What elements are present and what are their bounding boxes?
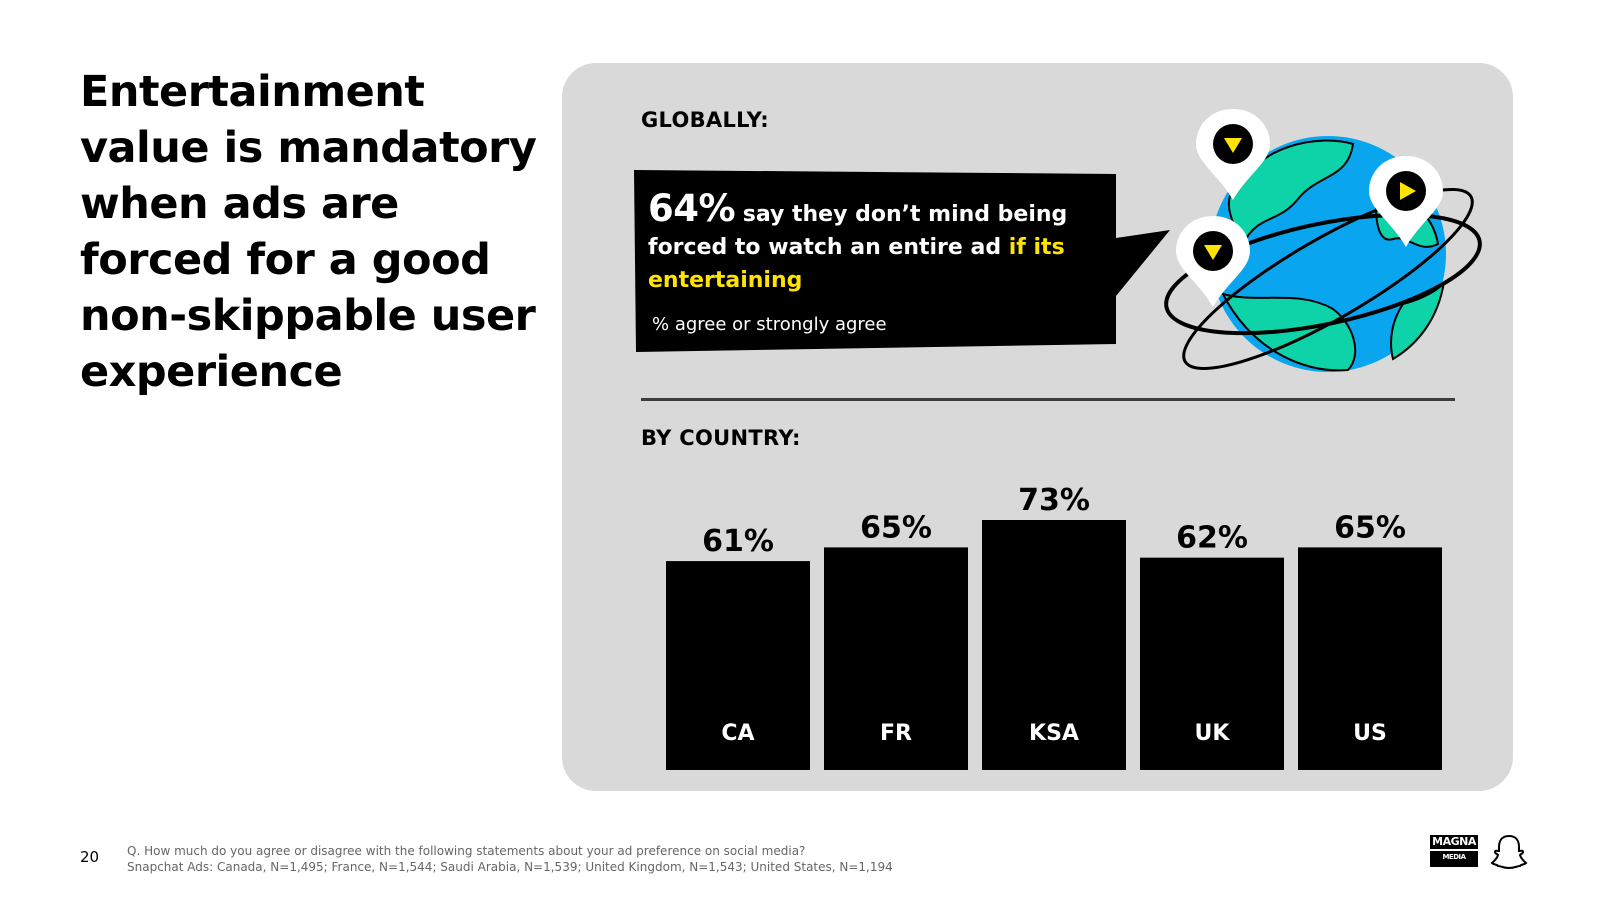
callout-text-highlight: if its entertaining [648,235,1065,293]
bar-value-label: 65% [860,510,932,545]
bar-category-label: FR [880,721,912,746]
play-icon [1204,245,1222,260]
snapchat-ghost-icon [1490,834,1528,870]
bar-uk [1140,557,1284,770]
page-number: 20 [80,848,100,866]
globe-land [1390,281,1445,361]
globe-orbit [1182,188,1474,370]
callout-subtext: % agree or strongly agree [652,314,887,335]
location-pin-icon [1369,156,1443,247]
location-pin-icon [1196,109,1270,200]
bar-category-label: US [1353,721,1387,746]
magna-logo-text: MAGNA [1432,835,1476,848]
section-divider [641,398,1455,401]
bar-category-label: UK [1195,721,1231,746]
bar-value-label: 61% [702,524,774,559]
callout-text-plain: say they don’t mind being forced to watc… [648,202,1068,260]
bar-value-label: 62% [1176,521,1248,556]
bar-ca [666,561,810,770]
bar-us [1298,547,1442,770]
play-icon [1400,182,1416,200]
location-pin-icon [1176,216,1250,307]
bar-ksa [982,520,1126,770]
bar-category-label: KSA [1029,721,1079,746]
play-icon [1224,138,1242,153]
footnote: Q. How much do you agree or disagree wit… [127,843,893,875]
callout-stat: 64% [648,187,736,230]
globally-label: GLOBALLY: [641,108,769,132]
magna-logo: MAGNA MEDIA TRIALS [1430,835,1478,874]
bar-value-label: 73% [1018,483,1090,518]
callout-text: 64% say they don’t mind being forced to … [648,190,1088,297]
country-bar-chart: CA 61% FR 65% KSA 73% UK 62% US 65% [666,483,1442,770]
footnote-question: Q. How much do you agree or disagree wit… [127,844,806,858]
by-country-label: BY COUNTRY: [641,426,801,450]
footnote-sample: Snapchat Ads: Canada, N=1,495; France, N… [127,860,893,874]
globe-icon [1164,109,1482,372]
slide-headline: Entertainment value is mandatory when ad… [80,67,537,397]
magna-logo-subtext: MEDIA TRIALS [1430,849,1478,877]
callout-bubble [632,168,1172,358]
bar-value-label: 65% [1334,510,1406,545]
bar-category-label: CA [721,721,754,746]
bar-fr [824,547,968,770]
